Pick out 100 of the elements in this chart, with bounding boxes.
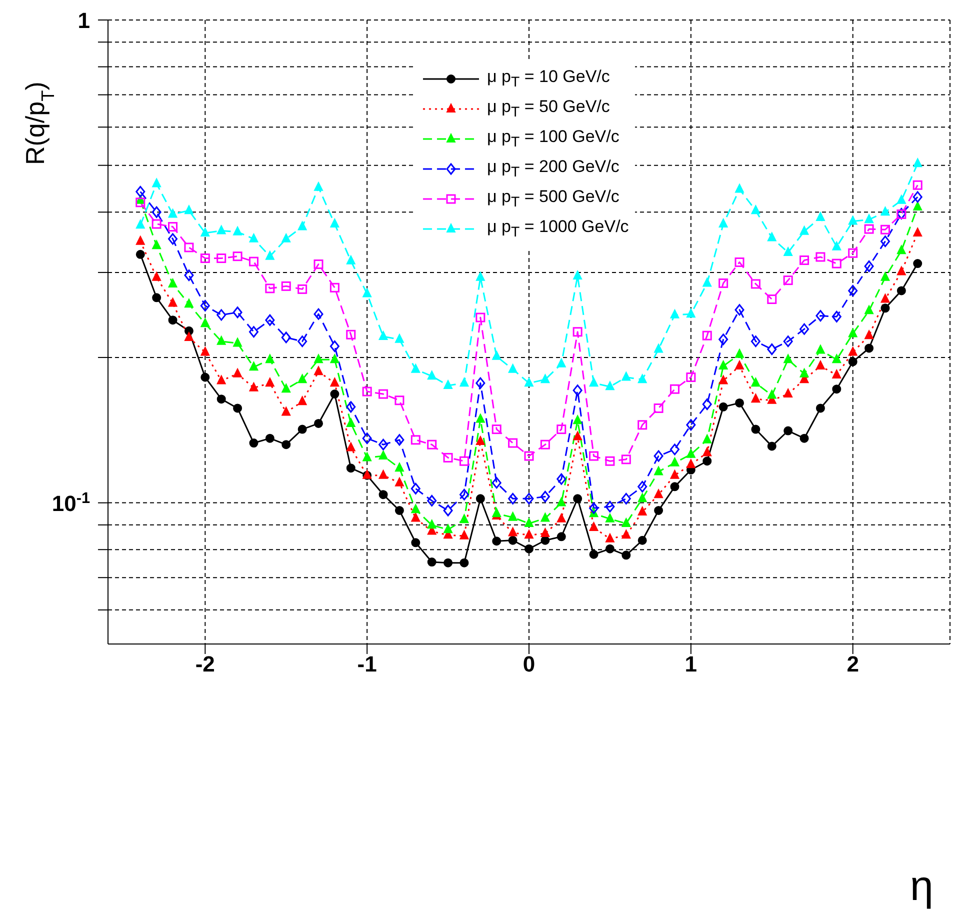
point [848,284,858,296]
point [200,372,210,382]
point [330,378,340,387]
point [864,260,874,272]
point [816,310,826,322]
point [168,208,178,218]
point [378,331,388,340]
point [200,228,210,237]
point [589,451,599,461]
point [184,298,194,308]
point [556,513,566,522]
point [508,492,518,504]
point [282,440,291,450]
point [622,518,631,528]
point [638,374,647,384]
point [216,309,226,321]
point [394,334,404,343]
point [573,431,582,440]
point [848,328,858,338]
point [136,236,145,245]
point [459,488,469,500]
point [427,440,437,450]
point [735,348,744,358]
point [670,470,680,479]
point [524,544,534,554]
point [556,473,566,485]
point [476,494,485,504]
point [913,158,922,168]
point [314,182,323,191]
point [880,224,890,234]
point [524,378,534,387]
point [152,240,162,250]
point [605,513,614,522]
point [168,222,178,232]
point [896,194,906,204]
point [411,364,420,373]
point [556,532,566,542]
point [686,448,696,458]
point [718,278,728,288]
point [767,294,777,304]
point [249,382,258,392]
point [330,282,340,292]
point [248,326,258,338]
point [540,528,550,537]
point [816,252,826,262]
point [832,384,842,394]
point [492,477,502,489]
point [913,228,922,237]
point [152,206,162,218]
point [524,530,534,539]
point [605,500,615,512]
point [314,354,323,364]
point [216,225,226,234]
point [330,354,340,364]
point [233,404,242,413]
point [702,278,712,287]
point [394,506,404,515]
point [621,492,631,504]
point [896,286,906,296]
point [411,538,420,548]
point [589,550,598,559]
point [184,332,194,341]
point [378,438,388,450]
point [346,418,356,427]
point [735,398,744,408]
point [394,462,404,472]
point [168,316,178,325]
point [476,272,485,281]
point [524,518,534,528]
legend-label: μ p$_{T}$ = 1000 GeV/c [487,217,629,241]
point [346,255,356,264]
point [444,380,453,389]
point [735,184,744,193]
point [508,438,518,448]
point [572,384,582,396]
point [880,206,890,216]
point [508,364,518,373]
point [816,404,825,413]
point [298,374,307,384]
point [492,536,502,546]
point [443,452,453,462]
point [784,246,793,256]
point [394,477,404,486]
point [476,414,485,423]
legend-label: μ p$_{T}$ = 50 GeV/c [487,97,610,121]
point [282,384,291,393]
point [654,489,664,498]
point [573,415,582,424]
point [718,360,728,370]
point [314,259,324,269]
point [573,270,582,280]
point [734,304,744,316]
point [184,270,194,282]
point [200,318,210,328]
x-axis-title: η [910,862,934,909]
point [233,368,242,378]
point [800,323,810,335]
point [832,354,842,364]
point [378,490,388,500]
point [800,255,810,265]
